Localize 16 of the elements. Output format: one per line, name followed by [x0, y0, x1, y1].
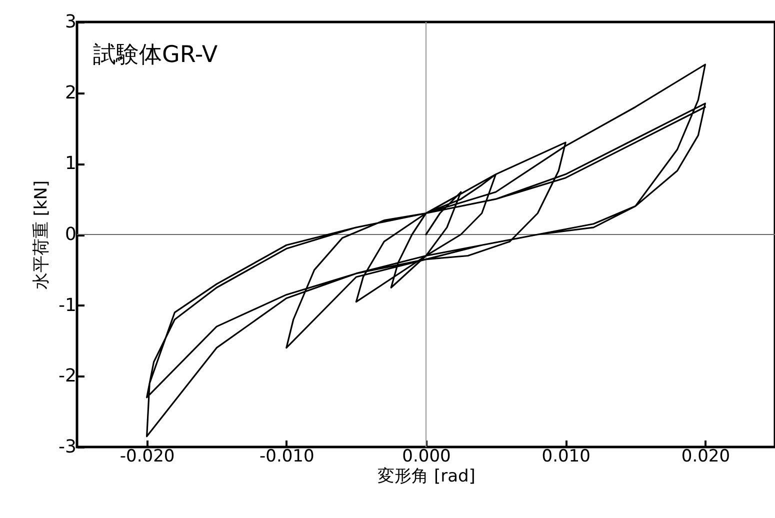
x-axis-title: 変形角 [rad] [378, 466, 476, 486]
y-tick-label: 2 [65, 82, 76, 104]
y-tick-label: 0 [65, 224, 76, 245]
y-tick-label: -2 [58, 366, 76, 387]
x-tick-label: -0.020 [120, 446, 175, 466]
text: 試験体GR-V [93, 42, 218, 68]
line-series [146, 64, 706, 438]
x-tick-label: -0.010 [259, 446, 314, 466]
x-tick-label: 0.000 [402, 446, 451, 466]
y-tick-label: -3 [58, 436, 76, 458]
x-tick-label: 0.020 [681, 446, 730, 466]
y-tick-label: 3 [65, 12, 76, 32]
y-axis-title: 水平荷重 [kN] [32, 180, 52, 290]
y-tick-label: -1 [58, 294, 76, 316]
y-tick-label: 1 [65, 153, 76, 174]
x-tick-label: 0.010 [542, 446, 590, 466]
